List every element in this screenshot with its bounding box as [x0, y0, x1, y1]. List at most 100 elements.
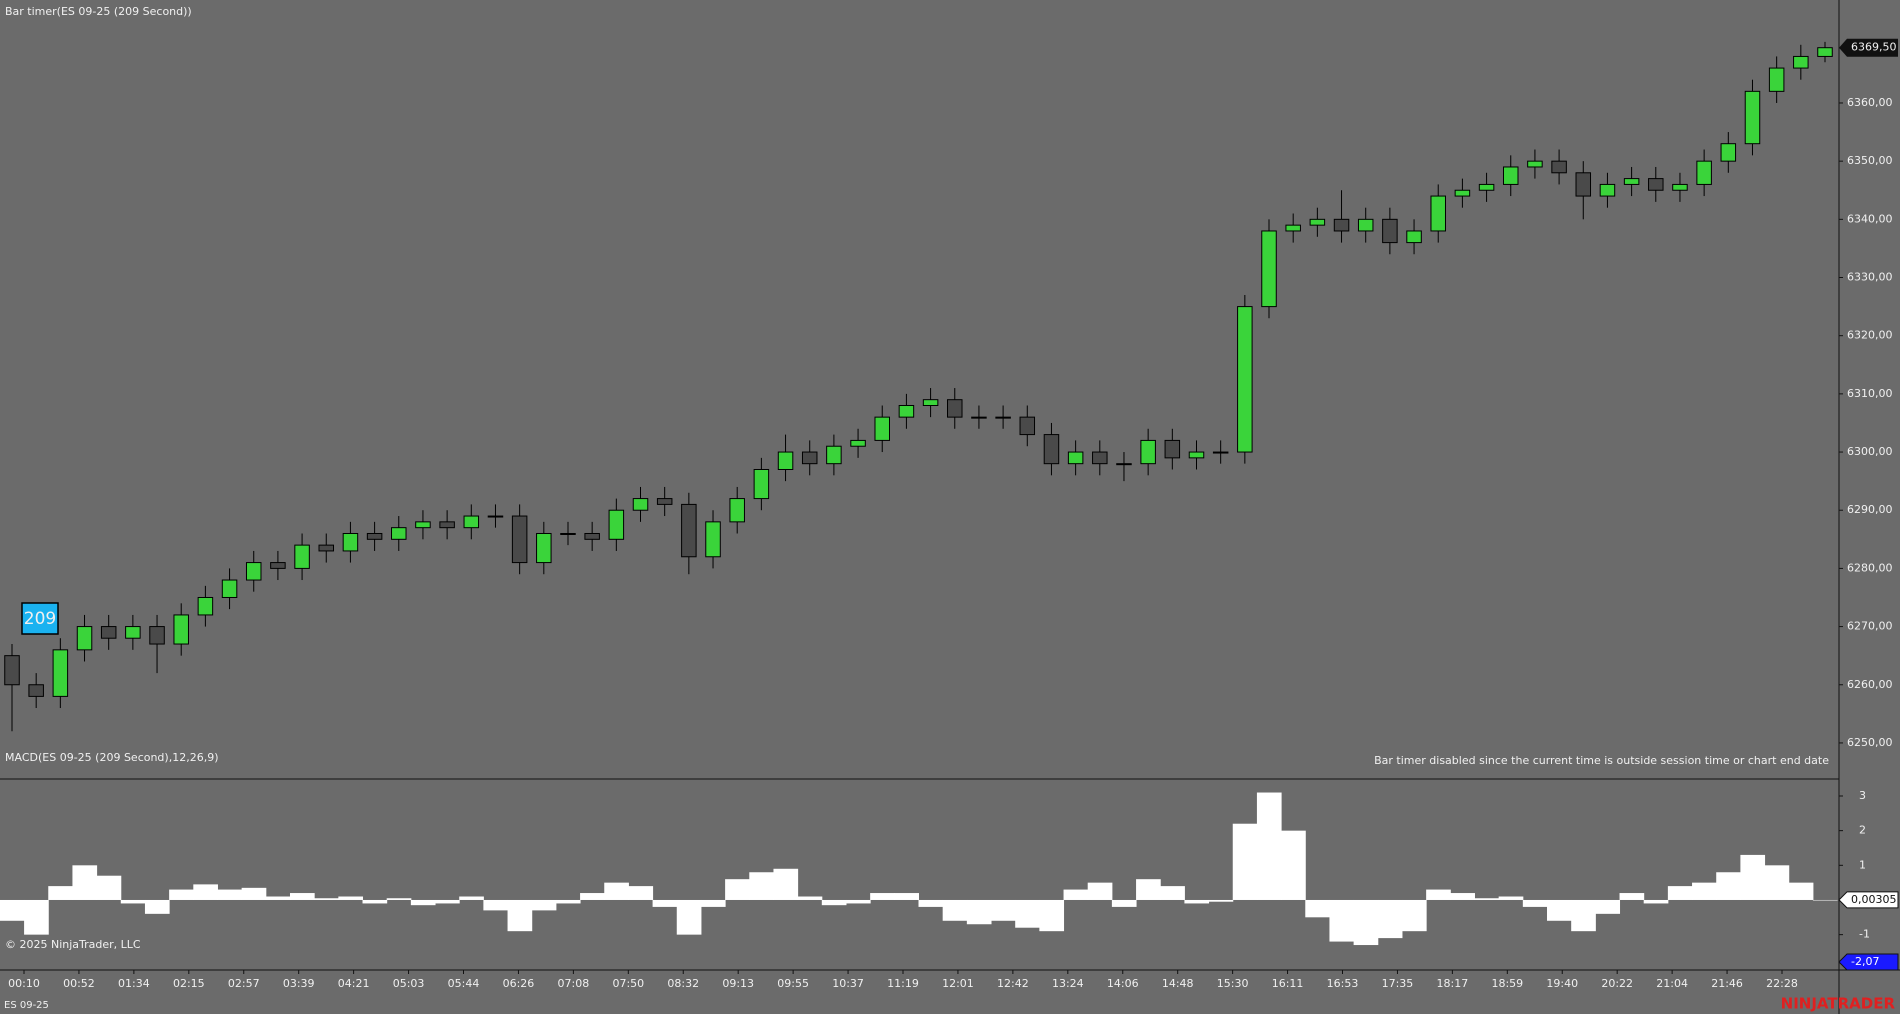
histogram-bar — [845, 899, 871, 904]
value-tag-label: 0,00305 — [1851, 893, 1897, 906]
histogram-bar — [991, 899, 1016, 921]
x-tick-label: 14:48 — [1162, 977, 1194, 990]
histogram-bar — [24, 899, 49, 935]
candle-body — [1164, 439, 1181, 459]
candle-body — [753, 468, 770, 500]
x-tick-label: 21:04 — [1656, 977, 1688, 990]
candle-body — [1116, 463, 1132, 466]
histogram-bar — [628, 886, 654, 900]
histogram-bar — [1184, 899, 1210, 904]
candle-body — [1382, 218, 1398, 244]
candle-body — [898, 404, 915, 418]
histogram-bar — [966, 899, 992, 925]
candle-body — [729, 498, 745, 523]
candle-body — [318, 544, 335, 552]
x-tick-label: 21:46 — [1711, 977, 1743, 990]
x-tick-label: 14:06 — [1107, 977, 1139, 990]
candle-body — [221, 579, 238, 598]
histogram-bar — [749, 872, 774, 900]
candle-body — [1140, 439, 1156, 465]
candle-body — [1454, 189, 1471, 197]
candle-body — [681, 503, 697, 558]
x-tick-label: 18:59 — [1491, 977, 1523, 990]
y-tick-label: 6360,00 — [1847, 96, 1893, 109]
histogram-bar — [1160, 886, 1185, 900]
histogram-bar — [700, 899, 726, 907]
histogram-bar — [1740, 854, 1766, 900]
candle-body — [1527, 160, 1543, 168]
y-tick-label: 6260,00 — [1847, 678, 1893, 691]
candle-body — [149, 626, 165, 645]
candle-body — [632, 498, 649, 511]
histogram-bar — [1111, 899, 1137, 907]
histogram-bar — [1305, 899, 1330, 918]
candle-body — [1720, 143, 1737, 162]
value-tag — [1838, 891, 1899, 909]
candle-body — [1696, 160, 1712, 185]
histogram-bar — [1136, 879, 1161, 900]
histogram-bar — [72, 865, 98, 900]
histogram-bar — [1377, 899, 1403, 939]
value-tag-label: -2,07 — [1851, 955, 1879, 968]
histogram-bar — [580, 893, 605, 900]
candle-body — [1043, 434, 1060, 465]
candle-body — [125, 626, 141, 639]
histogram-bar — [338, 896, 364, 900]
candle-body — [560, 532, 576, 535]
candle-body — [28, 684, 44, 697]
brand-logo: NINJATRADER — [1781, 995, 1896, 1013]
histogram-bar — [1547, 899, 1572, 921]
histogram-bar — [1643, 899, 1669, 904]
y-tick-label: 6350,00 — [1847, 154, 1893, 167]
histogram-bar — [1788, 882, 1814, 900]
candle-body — [1430, 195, 1446, 232]
histogram-bar — [1571, 899, 1596, 932]
histogram-bar — [1063, 889, 1089, 900]
y-tick-label: 3 — [1859, 789, 1866, 802]
histogram-bar — [1692, 882, 1717, 900]
candle-body — [1648, 178, 1664, 191]
histogram-bar — [1353, 899, 1379, 946]
histogram-bar — [507, 899, 533, 932]
candle-body — [1261, 230, 1277, 308]
histogram-bar — [410, 899, 436, 906]
histogram-bar — [531, 899, 557, 911]
y-tick-label: 6290,00 — [1847, 503, 1893, 516]
candle-body — [995, 416, 1011, 419]
candle-body — [656, 498, 673, 505]
histogram-bar — [1619, 893, 1645, 900]
candle-body — [705, 521, 721, 558]
candle-body — [100, 626, 117, 639]
x-tick-label: 05:03 — [393, 977, 425, 990]
histogram-bar — [1039, 899, 1065, 932]
histogram-bar — [1474, 898, 1500, 900]
candle-body — [1309, 218, 1326, 226]
histogram-bar — [797, 896, 823, 900]
x-tick-label: 17:35 — [1382, 977, 1414, 990]
candle-body — [391, 527, 407, 540]
histogram-bar — [1401, 899, 1427, 932]
candle-body — [1092, 451, 1108, 465]
histogram-bar — [362, 899, 388, 904]
x-tick-label: 19:40 — [1546, 977, 1578, 990]
histogram-bar — [1281, 830, 1306, 900]
x-tick-label: 02:57 — [228, 977, 260, 990]
histogram-bar — [1522, 899, 1548, 907]
candle-body — [536, 532, 552, 564]
candle-body — [1406, 230, 1422, 244]
candle-body — [4, 655, 20, 686]
x-tick-label: 09:13 — [722, 977, 754, 990]
x-tick-label: 09:55 — [777, 977, 809, 990]
histogram-bar — [918, 899, 944, 907]
candle-body — [511, 515, 528, 564]
histogram-bar — [1426, 889, 1451, 900]
histogram-bar — [1812, 899, 1838, 901]
x-tick-label: 10:37 — [832, 977, 864, 990]
x-tick-label: 15:30 — [1217, 977, 1249, 990]
x-tick-label: 16:53 — [1327, 977, 1359, 990]
candle-body — [1793, 55, 1809, 69]
histogram-bar — [555, 899, 581, 904]
x-tick-label: 06:26 — [503, 977, 535, 990]
x-tick-label: 07:50 — [612, 977, 644, 990]
